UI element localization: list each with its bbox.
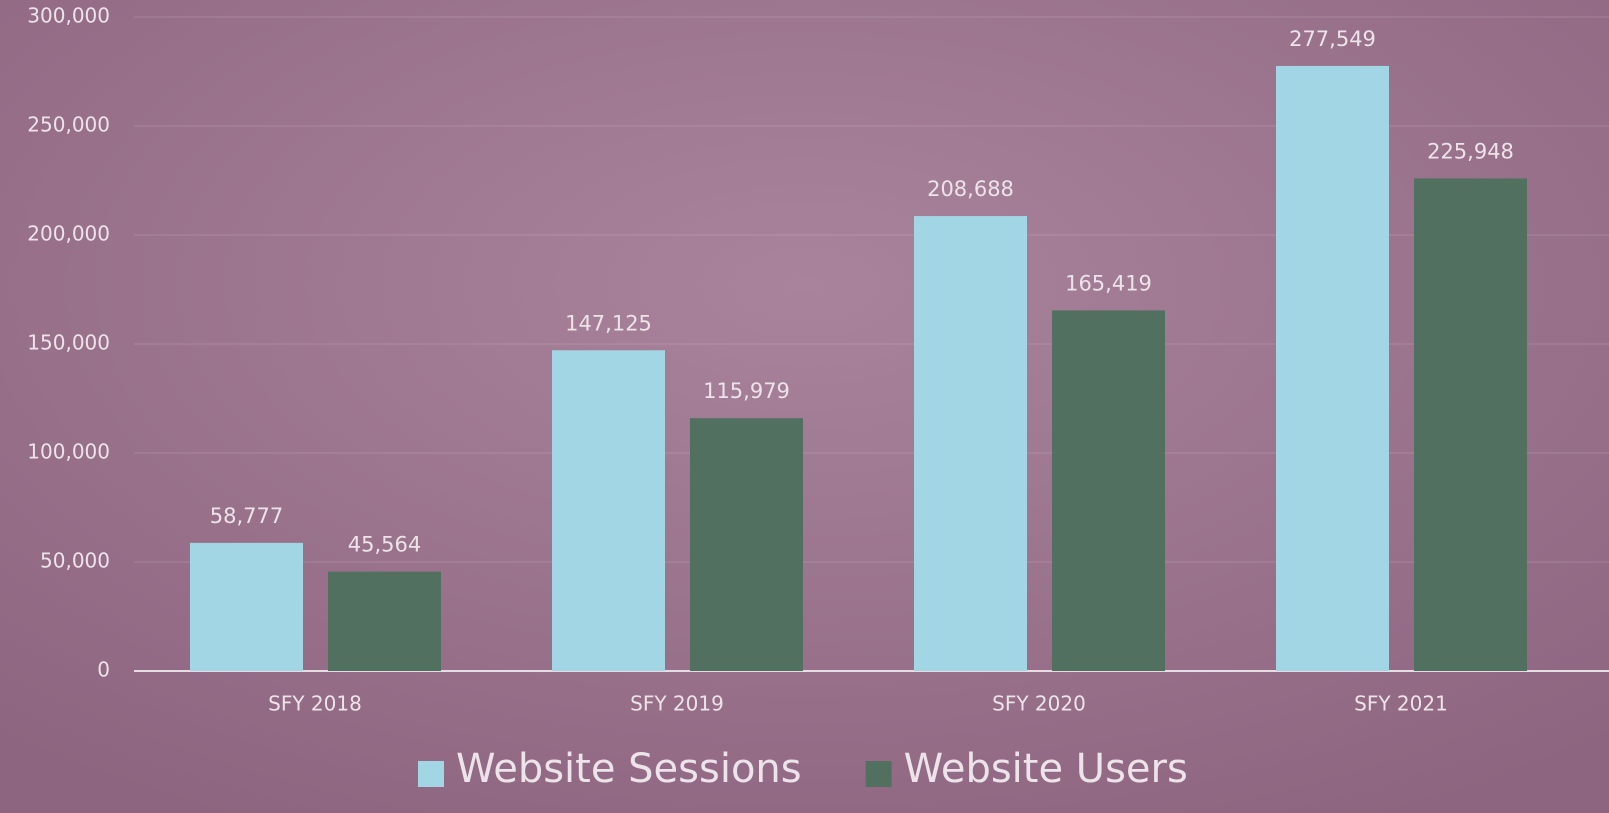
x-tick-label: SFY 2018 [268, 692, 362, 716]
x-tick-label: SFY 2020 [992, 692, 1086, 716]
value-label: 208,688 [927, 177, 1014, 201]
y-tick-label: 0 [97, 658, 110, 682]
legend-label: Website Users [904, 746, 1188, 792]
value-label: 277,549 [1289, 27, 1376, 51]
y-tick-label: 200,000 [27, 222, 110, 246]
y-tick-label: 300,000 [27, 4, 110, 28]
bar [552, 350, 665, 671]
bar [328, 571, 441, 671]
bar [1414, 178, 1527, 672]
value-label: 115,979 [703, 379, 790, 403]
value-label: 225,948 [1427, 139, 1514, 163]
bar [914, 216, 1027, 671]
value-label: 58,777 [210, 504, 283, 528]
x-tick-label: SFY 2019 [630, 692, 724, 716]
legend-label: Website Sessions [456, 746, 802, 792]
y-tick-label: 250,000 [27, 113, 110, 137]
legend-swatch [865, 761, 892, 787]
y-tick-label: 100,000 [27, 440, 110, 464]
legend-swatch [418, 761, 444, 787]
bar [190, 542, 303, 671]
bar [690, 418, 803, 671]
x-tick-label: SFY 2021 [1354, 692, 1448, 716]
bar [1052, 310, 1165, 671]
y-tick-label: 150,000 [27, 331, 110, 355]
value-label: 165,419 [1065, 271, 1152, 295]
value-label: 147,125 [565, 311, 652, 335]
y-tick-label: 50,000 [40, 549, 110, 573]
bar [1276, 65, 1389, 671]
value-label: 45,564 [348, 533, 421, 557]
